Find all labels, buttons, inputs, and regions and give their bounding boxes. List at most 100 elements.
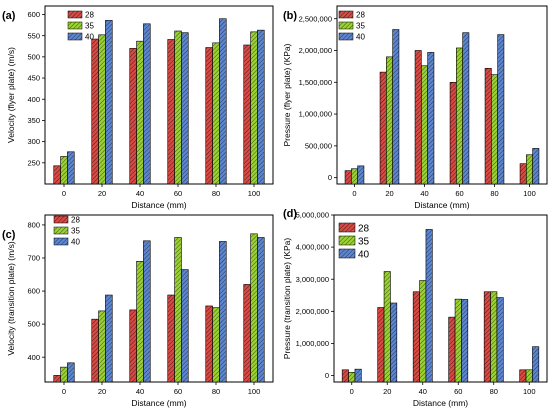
x-tick-label: 100: [248, 189, 261, 198]
x-tick-label: 60: [454, 387, 462, 396]
x-tick-label: 100: [248, 387, 261, 396]
y-tick-label: 600: [27, 10, 40, 19]
y-tick-label: 500: [27, 320, 40, 329]
bar-28: [205, 305, 213, 383]
x-tick-label: 40: [419, 387, 427, 396]
bar-35: [454, 298, 462, 383]
bar-40: [257, 237, 265, 383]
x-tick-label: 40: [136, 189, 144, 198]
bar-35: [348, 372, 356, 383]
y-tick-label: 700: [27, 254, 40, 263]
bar-28: [414, 50, 422, 185]
x-tick-label: 20: [383, 387, 391, 396]
bar-35: [60, 156, 68, 185]
bar-35: [386, 56, 393, 185]
bar-35: [490, 291, 498, 383]
bar-35: [419, 280, 427, 383]
bar-28: [91, 38, 99, 185]
legend-label: 40: [358, 250, 370, 261]
legend-label: 35: [356, 22, 365, 31]
legend-swatch: [67, 10, 83, 19]
bar-40: [67, 362, 75, 383]
bar-35: [136, 40, 144, 185]
bar-40: [357, 165, 365, 185]
bar-35: [456, 47, 463, 185]
x-tick-label: 20: [98, 387, 106, 396]
legend-swatch: [53, 215, 69, 224]
bar-40: [532, 346, 540, 383]
legend-label: 35: [71, 227, 80, 236]
legend-label: 28: [356, 11, 365, 20]
x-tick-label: 80: [490, 387, 498, 396]
x-tick-label: 40: [420, 189, 428, 198]
bar-40: [181, 32, 189, 185]
x-tick-label: 100: [523, 387, 536, 396]
bar-28: [484, 68, 492, 185]
x-tick-label: 60: [455, 189, 463, 198]
x-tick-label: 60: [174, 387, 182, 396]
plot-frame: [44, 5, 274, 185]
y-tick-label: 3,000,000: [296, 275, 329, 284]
bar-35: [174, 30, 182, 185]
bar-28: [129, 309, 137, 383]
legend-swatch: [338, 10, 354, 19]
y-tick-label: 2,000,000: [296, 307, 329, 316]
x-axis-title: Distance (mm): [131, 200, 186, 210]
chart-panel: 0 1,000,000 2,000,000 3,000,000 4,000,000 5,0…: [282, 208, 548, 408]
bar-35: [421, 65, 428, 185]
y-tick-label: 1,000,000: [299, 110, 332, 119]
plot-frame: [336, 5, 548, 185]
bar-35: [212, 307, 220, 383]
chart-panel: 0 500,000 1,000,000 1,500,000 2,000,000 2,500…: [282, 5, 548, 210]
y-tick-label: 450: [27, 74, 40, 83]
y-tick-label: 2,500,000: [299, 14, 332, 23]
legend-swatch: [338, 32, 354, 41]
plot-frame: [44, 214, 274, 383]
y-tick-label: 1,500,000: [299, 78, 332, 87]
y-axis-title: Velocity (flyer plate) (m/s): [6, 47, 16, 143]
legend-swatch: [53, 226, 69, 235]
y-tick-label: 800: [27, 221, 40, 230]
bar-28: [243, 44, 251, 185]
y-tick-label: 550: [27, 31, 40, 40]
bar-40: [392, 29, 400, 185]
y-tick-label: 250: [27, 158, 40, 167]
bar-28: [519, 369, 527, 383]
bar-40: [219, 18, 227, 185]
legend-label: 35: [85, 22, 94, 31]
chart-panel: 400 500 600 700 800 0 20 40 60 80 100 Distance (mm)…: [2, 214, 274, 408]
bar-35: [98, 34, 106, 185]
bar-28: [519, 163, 527, 185]
x-tick-label: 20: [385, 189, 393, 198]
x-tick-label: 80: [490, 189, 498, 198]
legend-swatch: [67, 21, 83, 30]
bar-35: [525, 369, 533, 383]
y-axis-title: Velocity (transition plate) (m/s): [6, 241, 16, 355]
bar-35: [250, 233, 258, 383]
bar-28: [53, 165, 61, 185]
legend-swatch: [67, 32, 83, 41]
bar-35: [526, 154, 533, 185]
legend-swatch: [338, 235, 356, 246]
bar-40: [105, 294, 113, 383]
bar-28: [205, 47, 213, 185]
x-axis-title: Distance (mm): [131, 398, 186, 408]
x-tick-label: 80: [212, 387, 220, 396]
legend-label: 40: [85, 33, 94, 42]
y-axis-title: Pressure (transition plate) (KPa): [282, 238, 292, 360]
bar-40: [219, 241, 227, 383]
bar-35: [60, 366, 68, 383]
x-tick-label: 0: [352, 189, 356, 198]
bar-40: [67, 151, 75, 185]
x-tick-label: 80: [212, 189, 220, 198]
legend: 28 35 40: [338, 222, 370, 261]
legend-label: 28: [358, 224, 370, 235]
legend-swatch: [338, 21, 354, 30]
y-tick-label: 5,000,000: [296, 211, 329, 220]
bar-28: [167, 39, 175, 185]
panel-label: (b): [283, 10, 297, 22]
bar-28: [344, 170, 352, 185]
bar-40: [427, 52, 435, 185]
panel-label: (d): [283, 208, 297, 220]
